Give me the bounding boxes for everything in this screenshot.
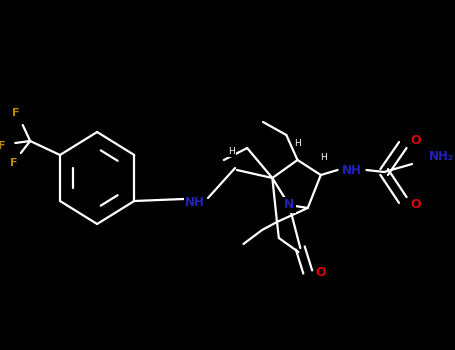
Text: H: H [228,147,235,156]
Text: NH₂: NH₂ [429,149,454,162]
Text: F: F [11,108,19,118]
Text: NH: NH [342,163,361,176]
Text: H: H [294,139,301,147]
Text: F: F [0,141,6,151]
Text: H: H [320,154,327,162]
Text: O: O [410,134,421,147]
Text: N: N [284,198,294,211]
Text: F: F [10,158,17,168]
Text: O: O [315,266,326,279]
Text: NH: NH [185,196,205,209]
Text: O: O [410,197,421,210]
